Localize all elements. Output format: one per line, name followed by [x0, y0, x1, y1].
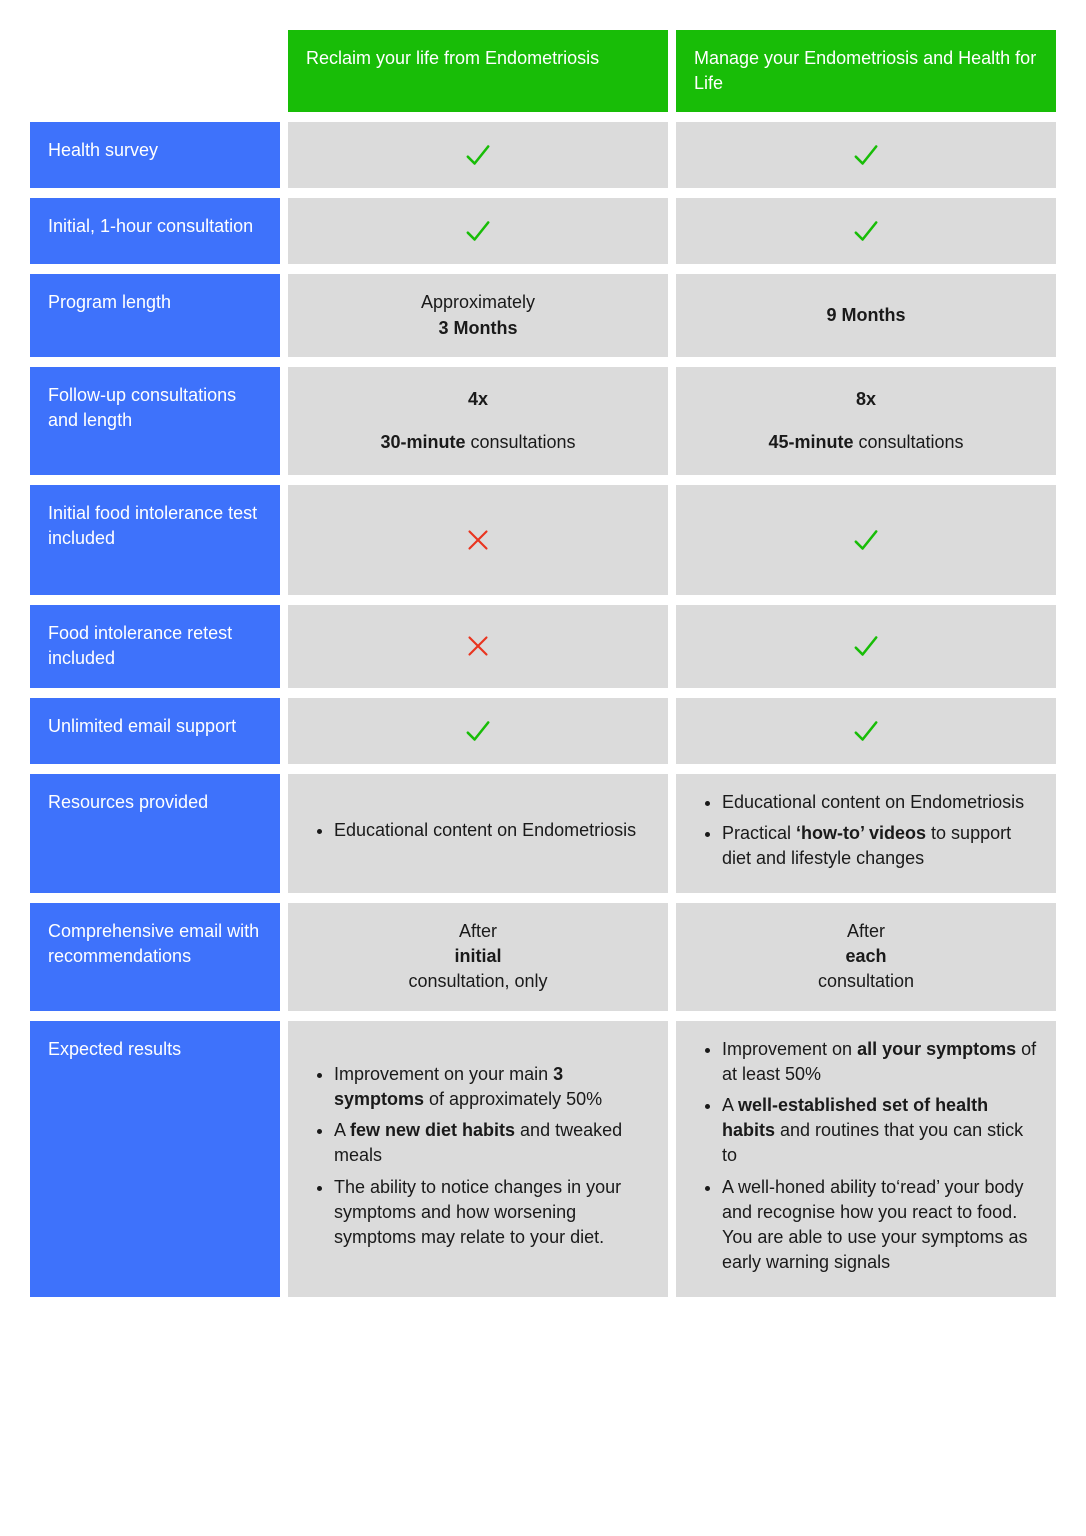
cell-b-followup: 8x45-minute consultations: [676, 367, 1056, 475]
cell-b-health_survey: [676, 122, 1056, 188]
blank-corner: [30, 30, 280, 112]
comparison-table: Reclaim your life from Endometriosis Man…: [30, 30, 1056, 1297]
row-label-food_test: Initial food intolerance test included: [30, 485, 280, 595]
row-label-initial_consult: Initial, 1-hour consultation: [30, 198, 280, 264]
plan-b-header: Manage your Endometriosis and Health for…: [676, 30, 1056, 112]
row-label-comp_email: Comprehensive email with recommendations: [30, 903, 280, 1011]
cell-b-food_test: [676, 485, 1056, 595]
cell-a-resources: Educational content on Endometriosis: [288, 774, 668, 894]
row-label-followup: Follow-up consultations and length: [30, 367, 280, 475]
cell-a-initial_consult: [288, 198, 668, 264]
cell-b-program_length: 9 Months: [676, 274, 1056, 356]
cell-b-results: Improvement on all your symptoms of at l…: [676, 1021, 1056, 1298]
row-label-results: Expected results: [30, 1021, 280, 1298]
plan-a-header: Reclaim your life from Endometriosis: [288, 30, 668, 112]
cell-a-food_test: [288, 485, 668, 595]
cell-b-resources: Educational content on EndometriosisPrac…: [676, 774, 1056, 894]
cell-a-health_survey: [288, 122, 668, 188]
cell-b-comp_email: After each consultation: [676, 903, 1056, 1011]
cell-a-followup: 4x30-minute consultations: [288, 367, 668, 475]
cell-a-results: Improvement on your main 3 symptoms of a…: [288, 1021, 668, 1298]
cell-a-comp_email: After initial consultation, only: [288, 903, 668, 1011]
plan-a-title: Reclaim your life from Endometriosis: [306, 46, 599, 71]
cell-b-initial_consult: [676, 198, 1056, 264]
row-label-food_retest: Food intolerance retest included: [30, 605, 280, 687]
row-label-resources: Resources provided: [30, 774, 280, 894]
cell-b-food_retest: [676, 605, 1056, 687]
cell-a-food_retest: [288, 605, 668, 687]
row-label-program_length: Program length: [30, 274, 280, 356]
cell-a-email_support: [288, 698, 668, 764]
cell-a-program_length: Approximately 3 Months: [288, 274, 668, 356]
row-label-email_support: Unlimited email support: [30, 698, 280, 764]
plan-b-title: Manage your Endometriosis and Health for…: [694, 46, 1038, 96]
cell-b-email_support: [676, 698, 1056, 764]
row-label-health_survey: Health survey: [30, 122, 280, 188]
